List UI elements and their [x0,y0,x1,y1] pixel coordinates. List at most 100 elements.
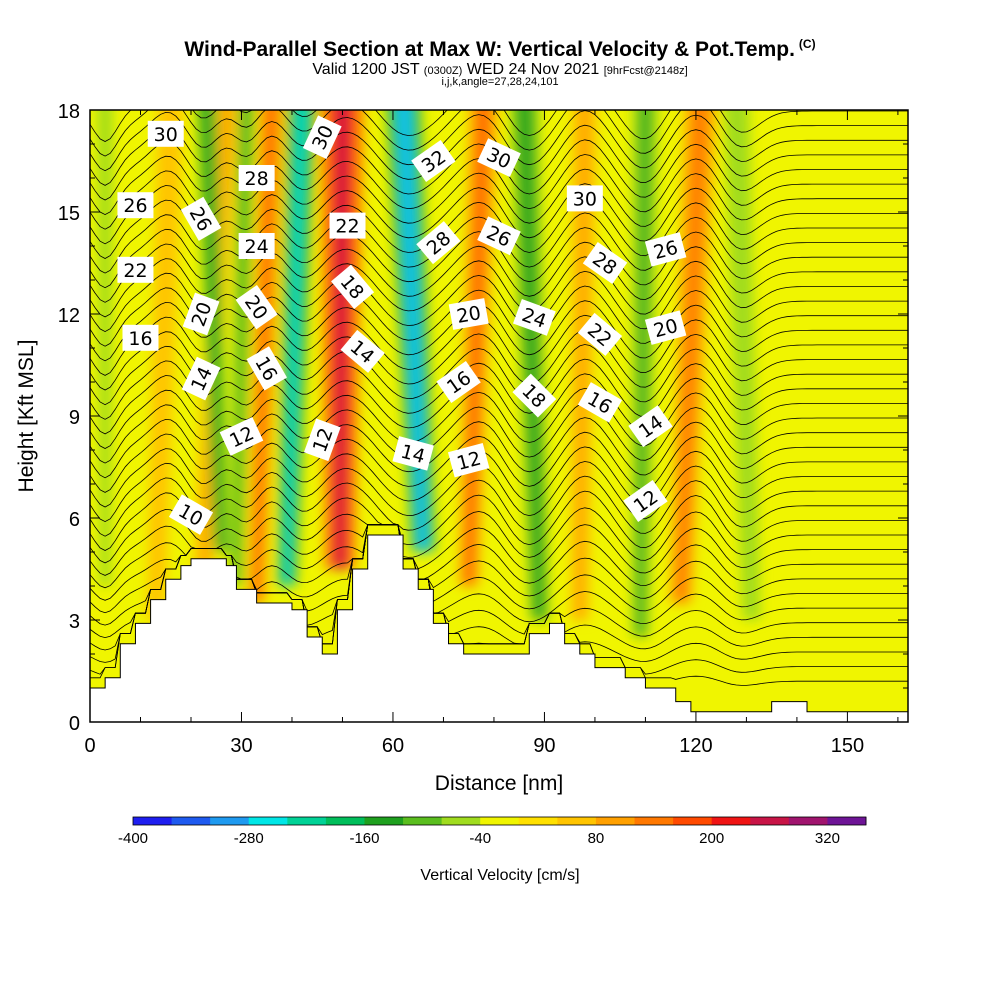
theta-contour [90,524,908,576]
colorbar-swatch [210,817,250,825]
x-tick-label: 0 [84,735,95,757]
colorbar-swatch [133,817,173,825]
colorbar-tick-label: -40 [469,830,491,847]
x-axis-title: Distance [nm] [435,772,563,795]
theta-contour [90,329,908,391]
contour-label-text: 26 [123,195,147,217]
colorbar-swatch [480,817,520,825]
contour-label-text: 22 [335,216,359,238]
potential-temperature-contours [90,110,908,686]
axes: 0 30 60 90 120 150 0 3 6 9 12 15 18 [58,101,908,757]
colorbar-swatch [364,817,404,825]
colorbar: -400 -280 -160 -40 80 200 320 [118,816,867,847]
theta-contour [90,110,908,157]
contour-label-box [181,356,221,401]
colorbar-swatch [750,817,790,825]
colorbar-swatch [171,817,211,825]
contour-label: 22 [329,212,366,239]
contour-label: 16 [122,324,159,351]
contour-label: 26 [644,232,687,267]
contour-label-box [117,256,154,283]
colorbar-swatch [441,817,481,825]
updraft-band [678,110,704,603]
chart-subtitle: Valid 1200 JST (0300Z) WED 24 Nov 2021 [… [0,61,1000,79]
contour-label-box [582,242,628,284]
contour-label: 24 [238,233,275,259]
copyright-mark: (C) [798,37,816,51]
contour-label: 14 [392,436,434,471]
theta-contour [90,285,908,347]
theta-contour [90,168,908,230]
y-tick-label: 0 [69,713,80,735]
contour-label-box [623,480,668,522]
contour-label-box [331,264,375,309]
downdraft-band [400,110,426,552]
updraft-band [153,110,173,620]
downdraft-band [284,110,305,586]
theta-contour [90,402,908,464]
colorbar-tick-label: -400 [118,830,148,847]
contour-label-box [180,196,222,241]
theta-contour [90,358,908,420]
contour-label-text: 22 [123,260,147,282]
contour-label-text: 16 [128,328,152,350]
forecast-label: [9hrFcst@2148z] [603,65,688,77]
contour-label-box [219,417,264,456]
contour-label-box [235,284,278,330]
colorbar-tick-label: -280 [234,830,264,847]
valid-date-label: WED 24 Nov 2021 [466,61,600,78]
y-tick-label: 12 [58,305,80,327]
contour-label-box [512,299,556,336]
theta-contour [90,256,908,318]
contour-label-box [477,138,521,177]
contour-label-box [329,212,366,239]
x-tick-label: 90 [533,735,555,757]
theta-contour [90,183,908,245]
theta-contour [90,110,908,142]
valid-utc-label: (0300Z) [423,65,463,77]
contour-label-text: 30 [573,188,597,210]
contour-label-box [238,233,275,259]
contour-label: 30 [566,185,603,212]
contour-label-box [577,312,623,356]
y-tick-label: 18 [58,101,80,123]
y-tick-label: 9 [69,407,80,429]
theta-contour [90,431,908,493]
contour-label-box [577,382,623,423]
contour-label: 22 [117,256,154,283]
colorbar-frame [132,816,867,826]
colorbar-swatch [248,817,288,825]
contour-label-box [644,232,687,267]
x-tick-label: 150 [831,735,864,757]
contour-label: 12 [303,418,341,462]
y-tick-label: 15 [58,203,80,225]
terrain-profile [90,534,908,722]
contour-label-box [628,405,673,448]
contour-label: 26 [117,192,154,219]
x-tick-label: 30 [230,735,252,757]
y-tick-label: 6 [69,509,80,531]
colorbar-tick-label: 200 [699,830,724,847]
x-tick-label: 120 [679,735,712,757]
theta-contour [90,110,908,172]
colorbar-tick-label: 80 [588,830,605,847]
colorbar-swatch [518,817,558,825]
colorbar-swatch [788,817,828,825]
colorbar-tick-label: -160 [349,830,379,847]
colorbar-swatch [827,817,867,825]
theta-contour [90,446,908,508]
contour-label-box [411,140,456,182]
contour-label-box [512,373,557,418]
contour-label-text: 20 [455,302,483,328]
contour-label-box [416,221,461,265]
contour-label: 16 [436,361,481,403]
colorbar-swatch [595,817,636,825]
contour-label-box [302,115,342,160]
colorbar-swatch [287,817,327,825]
grid-info-label: i,j,k,angle=27,28,24,101 [441,76,559,88]
theta-contour [90,270,908,333]
contour-label-text: 24 [245,236,269,258]
theta-contour [90,154,908,216]
contour-label-box [340,329,385,373]
contour-label-box [644,310,687,345]
